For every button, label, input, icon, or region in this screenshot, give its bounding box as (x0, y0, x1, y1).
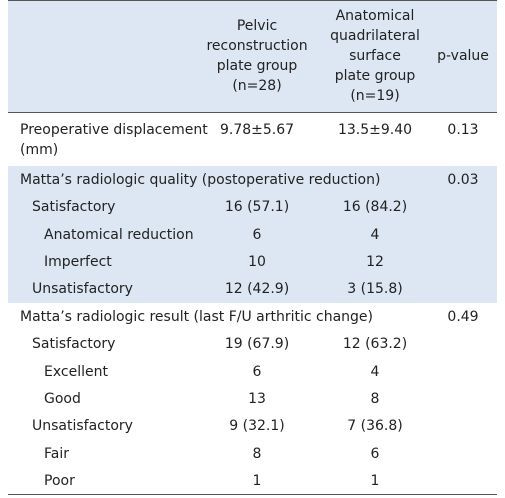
header-text: (n=19) (350, 88, 400, 104)
value: 4 (370, 226, 380, 243)
value: 12 (366, 253, 384, 270)
value: 10 (248, 253, 266, 270)
value: 6 (252, 363, 262, 380)
header-text: quadrilateral (330, 28, 420, 44)
row-label: Anatomical reduction (44, 226, 194, 243)
row-label: Matta’s radiologic result (last F/U arth… (20, 308, 374, 325)
value: 16 (57.1) (224, 199, 290, 216)
group-band (8, 166, 497, 303)
value: 3 (15.8) (347, 281, 403, 298)
value: 9 (32.1) (229, 418, 285, 435)
value: 9.78±5.67 (219, 121, 295, 138)
value: 19 (67.9) (224, 336, 290, 353)
value: 13.5±9.40 (337, 121, 413, 138)
value: 6 (252, 226, 262, 243)
value: 8 (252, 445, 262, 462)
bottom-rule (8, 494, 497, 495)
row-label: Satisfactory (32, 336, 116, 353)
header-band (8, 0, 497, 113)
header-text: surface (349, 48, 401, 64)
row-label: Imperfect (44, 253, 112, 270)
row-label: Poor (44, 473, 75, 490)
header-text: (n=28) (232, 78, 282, 94)
row-label: Fair (44, 445, 69, 462)
row-label: Excellent (44, 363, 108, 380)
header-text: p-value (437, 48, 489, 64)
value: 8 (370, 390, 380, 407)
p-value: 0.13 (447, 121, 479, 138)
row-label: Unsatisfactory (32, 281, 133, 298)
value: 4 (370, 363, 380, 380)
header-text: reconstruction (206, 38, 308, 54)
header-text: Anatomical (335, 8, 415, 24)
row-label: (mm) (20, 141, 59, 158)
value: 1 (370, 473, 380, 490)
value: 1 (252, 473, 262, 490)
row-label: Satisfactory (32, 199, 116, 216)
value: 12 (63.2) (342, 336, 408, 353)
top-rule (8, 0, 497, 1)
value: 16 (84.2) (342, 199, 408, 216)
header-text: plate group (216, 58, 298, 74)
row-label: Preoperative displacement (20, 121, 208, 138)
row-label: Matta’s radiologic quality (postoperativ… (20, 171, 381, 188)
row-label: Good (44, 390, 81, 407)
value: 13 (248, 390, 266, 407)
header-text: plate group (334, 68, 416, 84)
value: 6 (370, 445, 380, 462)
value: 7 (36.8) (347, 418, 403, 435)
row-label: Unsatisfactory (32, 418, 133, 435)
value: 12 (42.9) (224, 281, 290, 298)
header-text: Pelvic (236, 18, 278, 34)
p-value: 0.49 (447, 308, 479, 325)
p-value: 0.03 (447, 171, 479, 188)
header-rule (8, 112, 497, 113)
